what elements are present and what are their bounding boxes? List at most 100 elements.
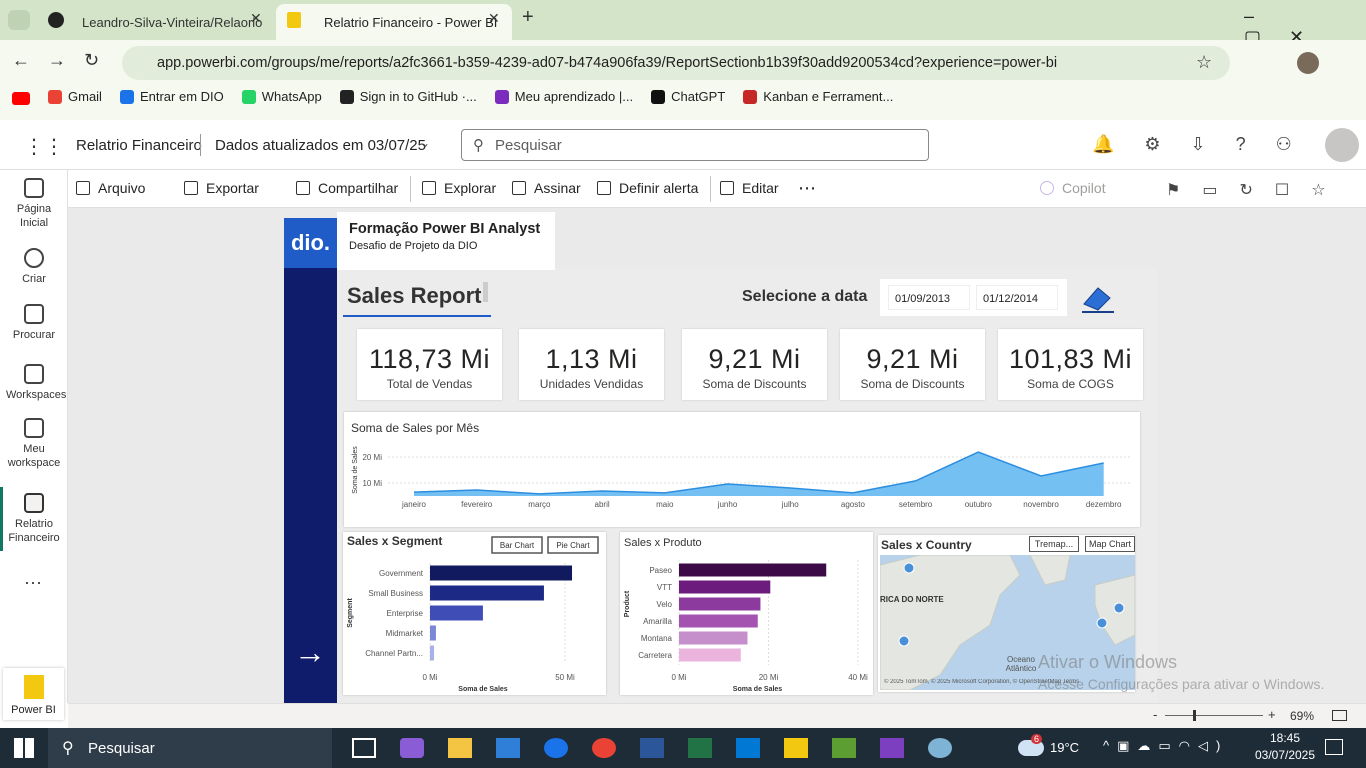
powerbi-logo — [24, 675, 44, 699]
toolbar-icon — [720, 181, 734, 195]
bookmark-icon — [119, 89, 134, 104]
app-icon[interactable] — [832, 738, 856, 758]
y-tick-label: 20 Mi — [362, 453, 382, 462]
nav-label: Procurar — [12, 329, 56, 341]
zoom-slider[interactable] — [1165, 715, 1263, 716]
bar — [679, 597, 761, 611]
nav-item[interactable]: Meu workspace — [0, 418, 68, 470]
chart-button[interactable] — [547, 536, 599, 554]
eraser-icon[interactable] — [1080, 282, 1116, 314]
zoom-in[interactable]: + — [1268, 707, 1276, 722]
report-name[interactable]: Relatrio Financeiro — [76, 137, 202, 154]
map-attribution: © 2025 TomTom, © 2025 Microsoft Corporat… — [884, 679, 1080, 685]
updated[interactable]: Dados atualizados em 03/07/25 — [215, 137, 426, 154]
toolbar-button[interactable]: Exportar — [184, 180, 259, 196]
toolbar-button[interactable]: Arquivo — [76, 180, 145, 196]
copilot[interactable]: Copilot — [1040, 180, 1106, 196]
app-icon[interactable] — [880, 738, 904, 758]
y-tick-label: Carretera — [638, 651, 672, 660]
bookmark[interactable]: ChatGPT — [651, 88, 725, 105]
next-arrow[interactable]: → — [294, 634, 326, 670]
taskbar-search-text[interactable]: Pesquisar — [88, 740, 155, 757]
y-tick-label: Enterprise — [387, 609, 424, 618]
profile[interactable] — [1297, 52, 1319, 74]
x-tick-label: agosto — [841, 500, 866, 509]
user-avatar[interactable] — [1325, 128, 1359, 162]
date-start[interactable]: 01/09/2013 — [888, 285, 970, 310]
nav-item[interactable]: Criar — [0, 248, 68, 286]
tab-active[interactable]: Relatrio Financeiro - Power BI — [276, 4, 512, 40]
start-button[interactable] — [14, 738, 34, 758]
y-tick-label: Amarilla — [643, 617, 672, 626]
app-icon[interactable] — [736, 738, 760, 758]
bookmark[interactable]: Gmail — [48, 88, 102, 105]
tab-search[interactable] — [8, 10, 30, 30]
zoom-thumb[interactable] — [1193, 710, 1196, 721]
x-tick-label: 0 Mi — [671, 673, 686, 682]
app-icon[interactable] — [640, 738, 664, 758]
map-label: Oceano Atlântico — [1005, 655, 1037, 673]
status-bar — [68, 703, 1366, 728]
url[interactable]: app.powerbi.com/groups/me/reports/a2fc36… — [157, 55, 1058, 71]
kpi-label: Soma de Discounts — [860, 377, 965, 391]
app-icon[interactable] — [400, 738, 424, 758]
weather-icon[interactable] — [1018, 740, 1044, 756]
bookmark[interactable]: Kanban e Ferrament... — [743, 88, 893, 105]
nav-buttons[interactable]: ←→↻ — [12, 50, 118, 70]
app-icon[interactable] — [592, 738, 616, 758]
bookmark[interactable]: Sign in to GitHub ·... — [339, 88, 477, 105]
tray-icons[interactable]: ^▣☁▭◠◁) — [1103, 738, 1229, 753]
bookmarks-bar: Gmail Entrar em DIO WhatsApp Sign in to Git… — [12, 88, 893, 105]
zoom-out[interactable]: - — [1153, 707, 1158, 722]
bar — [679, 631, 748, 645]
tab-close[interactable]: ✕ — [250, 10, 262, 26]
nav-more[interactable]: ··· — [24, 572, 42, 592]
app-icon[interactable] — [784, 738, 808, 758]
clock-time: 18:45 — [1269, 731, 1301, 745]
app-icon[interactable] — [688, 738, 712, 758]
search-box[interactable] — [461, 129, 929, 161]
chart-button[interactable] — [491, 536, 543, 554]
tab[interactable]: Leandro-Silva-Vinteira/Relaorio — [34, 4, 274, 40]
taskbar-search[interactable] — [48, 728, 332, 768]
toolbar-button[interactable]: Editar — [720, 180, 779, 196]
youtube-icon[interactable] — [12, 92, 30, 105]
bookmark[interactable]: Meu aprendizado |... — [494, 88, 633, 105]
nav-item[interactable]: Workspaces — [0, 364, 68, 402]
app-icon[interactable] — [496, 738, 520, 758]
x-tick-label: março — [528, 500, 551, 509]
notifications[interactable] — [1325, 739, 1343, 755]
toolbar-button[interactable]: Definir alerta — [597, 180, 698, 196]
app-icon[interactable] — [448, 738, 472, 758]
line — [413, 451, 1104, 495]
tab-close[interactable]: ✕ — [488, 10, 500, 26]
toolbar-label: Arquivo — [98, 180, 146, 196]
app-icon[interactable] — [928, 738, 952, 758]
address-box[interactable] — [122, 46, 1230, 80]
app-icon[interactable] — [544, 738, 568, 758]
chevron: ⌄ — [420, 136, 431, 150]
map-button[interactable]: Tremap... — [1029, 536, 1079, 552]
search-placeholder[interactable]: Pesquisar — [495, 137, 562, 154]
new-tab[interactable]: + — [522, 6, 534, 28]
toolbar-more[interactable]: ⋯ — [798, 178, 816, 198]
bookmark[interactable]: WhatsApp — [241, 88, 322, 105]
bookmark[interactable]: Entrar em DIO — [119, 88, 224, 105]
header-icons[interactable]: 🔔⚙⇩?⚇ — [1092, 134, 1322, 154]
github-icon — [48, 12, 64, 28]
toolbar-button[interactable]: Explorar — [422, 180, 496, 196]
toolbar-button[interactable]: Assinar — [512, 180, 581, 196]
fit-page[interactable] — [1332, 710, 1347, 721]
app-launcher[interactable]: ⋮⋮ — [24, 136, 64, 158]
app-icon[interactable] — [352, 738, 376, 758]
toolbar-icons[interactable]: ⚑▭↻☐☆ — [1166, 182, 1348, 199]
nav-item[interactable]: Relatrio Financeiro — [0, 493, 68, 545]
map-button[interactable]: Map Chart — [1085, 536, 1135, 552]
toolbar-button[interactable]: Compartilhar — [296, 180, 398, 196]
nav-item[interactable]: Página Inicial — [0, 178, 68, 230]
date-end[interactable]: 01/12/2014 — [976, 285, 1058, 310]
nav-item[interactable]: Procurar — [0, 304, 68, 342]
x-tick-label: fevereiro — [461, 500, 493, 509]
bookmark-star[interactable]: ☆ — [1196, 52, 1213, 72]
